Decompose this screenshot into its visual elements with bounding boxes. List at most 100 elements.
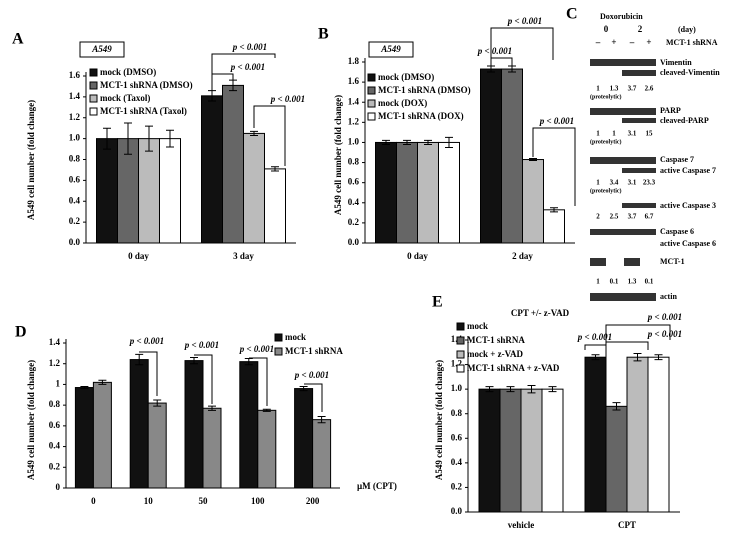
y-axis-label: A549 cell number (fold change) [26,100,36,220]
legend-swatch [274,347,283,356]
error-bar [244,358,253,366]
x-tick-label: 2 day [512,251,533,261]
error-bar [250,130,258,136]
bar [480,68,502,244]
bracket [194,354,213,404]
x-tick-label: 100 [251,496,265,506]
legend-swatch [456,350,465,359]
panel-label: C [566,6,578,23]
error-bar [487,65,495,73]
y-tick-label: 1 [56,378,61,388]
bar [257,409,277,489]
error-bar [208,405,216,411]
y-tick-label: 0.2 [348,217,360,227]
quant: 0.1 [610,278,619,286]
bracket [532,127,576,206]
error-bar [403,139,411,145]
tag-box [79,41,125,58]
band [590,229,656,235]
legend-swatch [456,322,465,331]
band [622,168,656,173]
error-bar [485,386,494,393]
quant: 1 [596,130,600,138]
y-axis-label: A549 cell number (fold change) [333,95,343,215]
y-tick-label: 0.8 [451,408,463,418]
legend-label: mock + z-VAD [467,349,523,359]
y-tick-label: 1.4 [348,96,360,106]
quant: 3.7 [628,213,637,221]
bar [541,388,564,513]
quant: 2.6 [645,85,654,93]
y-tick-label: 0.8 [69,154,81,164]
legend-label: mock (DMSO) [378,72,434,82]
bar [159,138,181,244]
bar [222,84,244,244]
bar [520,388,543,513]
bracket [253,105,286,166]
blot-label: Caspase 7 [660,155,694,164]
y-tick-label: 1.8 [348,56,360,66]
y-tick-label: 1.2 [348,116,360,126]
panel: B A549 A549 cell number (fold change) 0.0 0.… [318,16,576,261]
quant: 0.1 [645,278,654,286]
band [622,118,656,123]
bar [138,138,160,244]
band [622,70,656,76]
error-bar [135,353,144,366]
x-tick-label: 3 day [233,251,254,261]
blot-label: cleaved-PARP [660,116,709,125]
quant: 1.3 [610,85,619,93]
quant-note: (proteolytic) [590,93,622,100]
bracket [139,351,158,396]
legend-swatch [89,68,98,77]
bracket [490,27,554,66]
error-bar [506,386,515,393]
x-tick-label: 10 [144,496,154,506]
legend-label: MCT-1 shRNA + z-VAD [467,363,560,373]
annotation: p < 0.001 [477,46,512,56]
blot-label: PARP [660,106,681,115]
annotation: p < 0.001 [539,116,574,126]
y-tick-label: 1.0 [69,133,81,143]
y-tick-label: 1.4 [49,337,61,347]
bar [478,388,501,513]
error-bar [508,65,516,73]
bar [605,405,628,513]
band [590,108,656,115]
quant: 1 [596,278,600,286]
y-tick-label: 1.2 [451,359,463,369]
legend-swatch [274,333,283,342]
panel-label: B [318,26,329,43]
quant: 15 [646,130,654,138]
annotation: p < 0.001 [230,62,265,72]
annotation: p < 0.001 [647,329,682,339]
y-tick-label: 0.4 [49,441,61,451]
quant: 1.3 [628,278,637,286]
panel: A A549 A549 cell number (fold change) 0.0 0.… [12,31,305,261]
quant-note: (proteolytic) [590,138,622,145]
bar [264,168,286,244]
error-bar [529,158,537,162]
x-tick-label: vehicle [508,520,535,530]
bar [243,132,265,244]
x-tick-label: 0 day [407,251,428,261]
bar [396,141,418,244]
lane-sign: – [629,37,635,47]
x-tick-label: 0 day [128,251,149,261]
quant: 3.7 [628,85,637,93]
error-bar [145,125,153,152]
x-tick-label: 200 [306,496,320,506]
blot-label: active Caspase 6 [660,239,716,248]
legend-swatch [89,81,98,90]
y-tick-label: 0.6 [49,420,61,430]
legend-label: MCT-1 shRNA [285,346,343,356]
error-bar [654,354,663,361]
blot-label: Caspase 6 [660,227,694,236]
x-tick-label: 0 [91,496,96,506]
bar [147,402,167,489]
legend-label: mock [467,321,488,331]
y-tick-label: 1.2 [69,112,81,122]
error-bar [229,79,237,92]
day-unit: (day) [678,25,696,34]
blot-label: Vimentin [660,58,692,67]
